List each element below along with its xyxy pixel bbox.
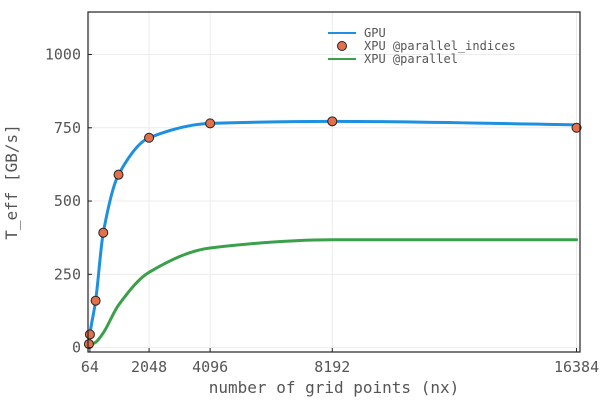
grid [88, 12, 580, 352]
x-tick-label: 2048 [131, 358, 167, 376]
y-tick-label: 750 [54, 119, 81, 137]
x-tick-label: 8192 [314, 358, 350, 376]
data-point [205, 118, 216, 129]
data-point [144, 132, 155, 143]
axis-ticks: 64 2048 4096 8192 16384 0 250 500 750 1000 [45, 46, 599, 377]
data-point [98, 227, 109, 238]
data-point [327, 116, 338, 127]
legend-label: GPU [364, 26, 386, 40]
data-point [113, 169, 124, 180]
plot-frame [87, 11, 581, 353]
x-tick-label: 16384 [554, 358, 599, 376]
legend-label: XPU @parallel_indices [364, 39, 516, 53]
y-tick-label: 500 [54, 192, 81, 210]
data-point [84, 329, 95, 340]
y-tick-label: 0 [72, 339, 81, 357]
y-axis-label: T_eff [GB/s] [2, 124, 21, 240]
legend-label: XPU @parallel [364, 52, 458, 66]
x-tick-label: 64 [81, 358, 99, 376]
y-tick-label: 250 [54, 265, 81, 283]
plot-series [83, 116, 582, 350]
y-tick-label: 1000 [45, 46, 81, 64]
data-point [83, 339, 94, 350]
legend-swatch-marker [337, 41, 347, 51]
x-axis-label: number of grid points (nx) [209, 378, 459, 397]
series-line-0 [87, 119, 579, 346]
data-point [90, 295, 101, 306]
x-tick-label: 4096 [192, 358, 228, 376]
data-point [571, 122, 582, 133]
